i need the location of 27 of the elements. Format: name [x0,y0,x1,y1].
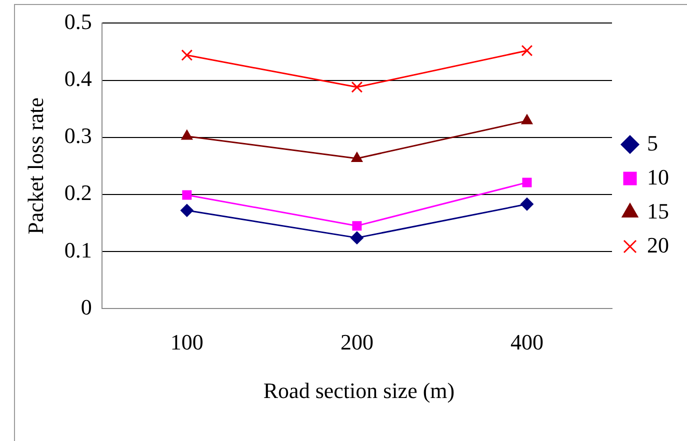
point [520,198,534,211]
legend-label: 10 [647,164,669,190]
point [181,130,193,140]
y-tick-label: 0.3 [64,123,92,148]
x-axis-title: Road section size (m) [262,378,456,404]
point [522,178,532,188]
legend-label: 15 [647,198,669,224]
point [521,44,533,56]
point [180,204,194,217]
y-tick-label: 0.5 [64,8,92,34]
legend-label: 20 [647,232,669,258]
y-axis-title: Packet loss rate [22,97,48,234]
point [350,231,364,244]
point [351,81,363,93]
x-tick-label: 100 [170,330,204,355]
y-tick-label: 0 [80,294,92,320]
point [182,190,192,200]
x-tick-label: 400 [510,330,544,355]
point [352,221,362,231]
y-tick-label: 0.2 [64,180,92,206]
x-tick-label: 200 [340,330,374,355]
point [521,114,533,124]
y-tick-label: 0.1 [64,237,92,262]
legend-label: 5 [647,130,658,156]
y-tick-label: 0.4 [64,66,92,92]
point [181,49,193,61]
point [351,152,363,162]
